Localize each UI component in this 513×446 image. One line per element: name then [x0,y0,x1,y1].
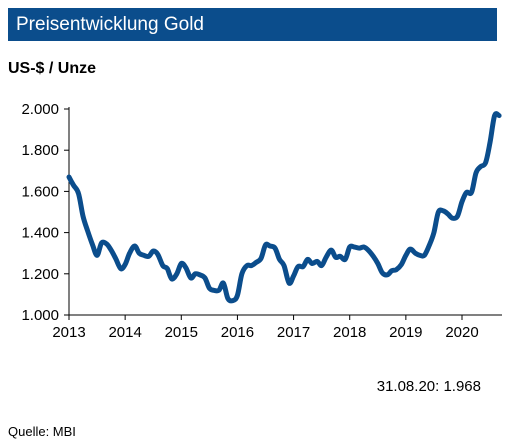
x-tick-label: 2017 [277,324,310,341]
y-tick-label: 1.400 [21,225,59,242]
latest-price-annotation: 31.08.20: 1.968 [376,378,481,395]
y-tick-label: 2.000 [21,101,59,118]
y-tick-label: 1.200 [21,266,59,283]
x-tick-label: 2019 [389,324,422,341]
gold-price-line [66,111,502,304]
y-tick-label: 1.000 [21,307,59,324]
x-tick-label: 2013 [52,324,85,341]
chart-title-bar: Preisentwicklung Gold [8,8,497,41]
chart-title: Preisentwicklung Gold [16,14,204,35]
x-tick-label: 2014 [108,324,141,341]
x-tick-label: 2018 [333,324,366,341]
y-axis-ticks: 1.000 1.200 1.400 1.600 1.800 2.000 [21,101,69,324]
chart-axes [68,107,502,316]
x-tick-label: 2015 [165,324,198,341]
y-tick-label: 1.800 [21,142,59,159]
x-tick-label: 2020 [445,324,478,341]
y-tick-label: 1.600 [21,183,59,200]
y-axis-unit-label: US-$ / Unze [8,60,97,77]
source-note: Quelle: MBI [8,424,76,439]
x-axis-ticks: 2013 2014 2015 2016 2017 2018 2019 2020 [52,315,479,341]
x-tick-label: 2016 [221,324,254,341]
chart-series [66,111,502,304]
